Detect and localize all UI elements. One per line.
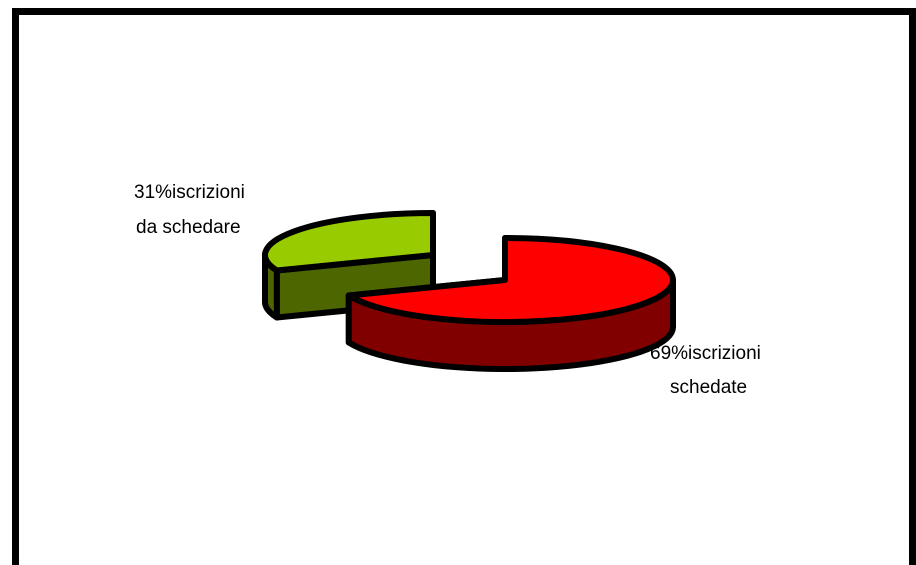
label-slice-0-line-2: schedate [670, 377, 747, 398]
slice-top [262, 210, 436, 274]
label-slice-1-line-2: da schedare [136, 217, 241, 238]
label-slice-1-line-1: 31%iscrizioni [134, 182, 245, 203]
slice-top [345, 235, 676, 325]
label-slice-0-line-1: 69%iscrizioni [650, 343, 761, 364]
slice-0 [345, 235, 676, 372]
